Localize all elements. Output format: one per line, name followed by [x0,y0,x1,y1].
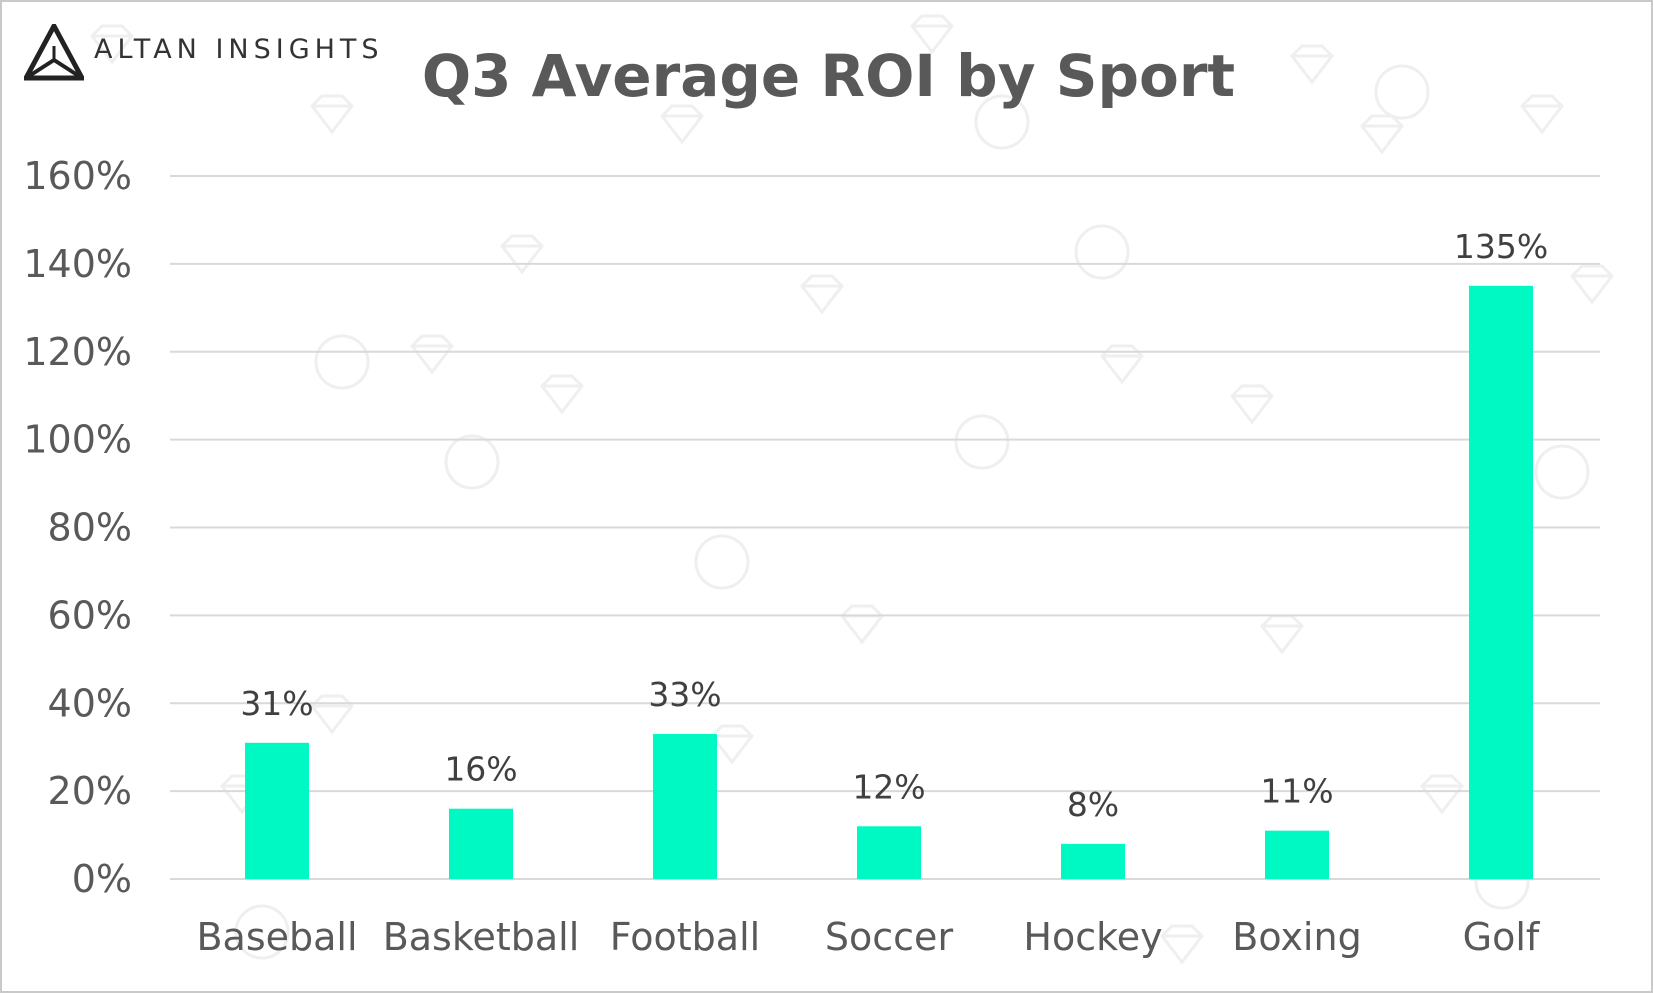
x-tick-label: Baseball [196,915,357,959]
y-tick-label: 40% [48,681,132,725]
bg-ball-doodle [1374,64,1430,120]
bg-ball-doodle [314,334,370,390]
data-label: 135% [1454,227,1548,266]
data-label: 31% [240,684,313,723]
bar-soccer [857,826,921,879]
bg-ball-doodle [1534,444,1590,500]
bg-diamond-doodle [500,234,544,275]
y-tick-label: 60% [48,593,132,637]
bar-golf [1469,285,1533,879]
y-tick-label: 20% [48,769,132,813]
chart-title: Q3 Average ROI by Sport [421,42,1236,110]
bg-ball-doodle [1074,224,1130,280]
bg-diamond-doodle [800,274,844,315]
y-tick-label: 80% [48,506,132,550]
data-label: 11% [1260,772,1333,811]
y-tick-label: 120% [23,330,132,374]
bar-hockey [1061,843,1125,879]
bar-basketball [449,808,513,879]
y-tick-label: 0% [72,857,132,901]
x-tick-label: Hockey [1023,915,1162,959]
bg-diamond-doodle [1520,94,1564,135]
bg-ball-doodle [444,434,500,490]
bg-ball-doodle [954,414,1010,470]
bg-diamond-doodle [1360,114,1404,155]
bg-diamond-doodle [1260,614,1304,655]
data-label: 12% [852,767,925,806]
bg-ball-doodle [234,904,290,960]
x-tick-label: Boxing [1232,915,1361,959]
data-label: 33% [648,675,721,714]
altan-logo-icon [24,24,84,81]
bg-diamond-doodle [1570,264,1614,305]
y-tick-label: 160% [23,154,132,198]
x-tick-label: Soccer [825,915,954,959]
x-tick-label: Golf [1463,915,1541,959]
bg-diamond-doodle [1160,924,1204,965]
bg-diamond-doodle [90,24,134,65]
bg-ball-doodle [974,94,1030,150]
x-tick-label: Basketball [383,915,580,959]
bg-diamond-doodle [910,14,954,55]
bg-diamond-doodle [1290,44,1334,85]
bg-diamond-doodle [410,334,454,375]
bg-diamond-doodle [310,694,354,735]
y-tick-label: 140% [23,242,132,286]
bg-diamond-doodle [1230,384,1274,425]
bg-diamond-doodle [1420,774,1464,815]
brand-name: ALTAN INSIGHTS [94,34,384,65]
bg-diamond-doodle [660,104,704,145]
bg-ball-doodle [694,534,750,590]
bar-boxing [1265,830,1329,879]
x-tick-label: Football [610,915,760,959]
data-label: 16% [444,750,517,789]
bar-baseball [245,742,309,879]
bg-diamond-doodle [540,374,584,415]
y-tick-label: 100% [23,418,132,462]
bar-football [653,734,717,879]
bg-diamond-doodle [310,94,354,135]
data-label: 8% [1067,785,1119,824]
bg-diamond-doodle [710,724,754,765]
